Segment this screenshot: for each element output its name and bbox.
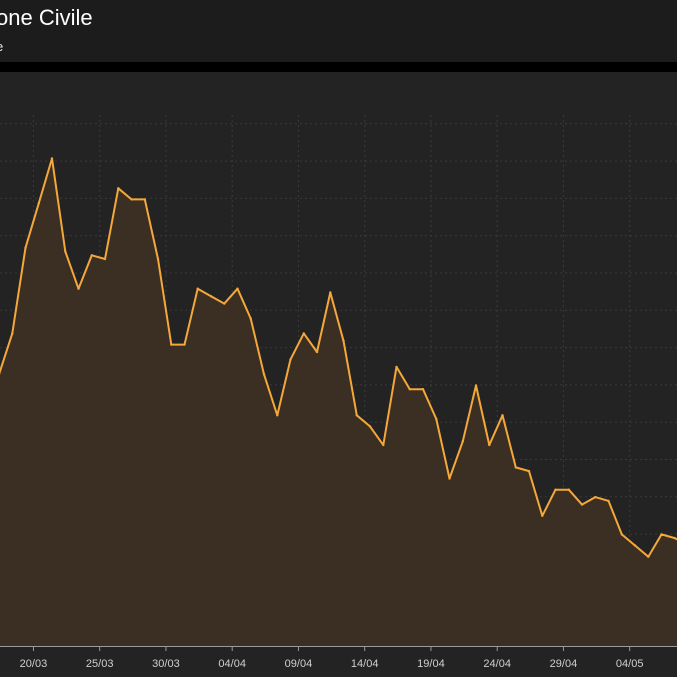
- data-point: [117, 187, 120, 190]
- data-point: [103, 257, 107, 261]
- data-point: [37, 202, 40, 205]
- data-point: [448, 477, 451, 480]
- data-point: [527, 469, 531, 473]
- data-point: [130, 198, 133, 201]
- x-tick-label: 04/04: [218, 658, 246, 670]
- data-point: [514, 466, 517, 469]
- data-point: [488, 443, 491, 447]
- data-point: [50, 157, 54, 160]
- data-point: [554, 488, 557, 491]
- data-point: [24, 246, 27, 249]
- data-point: [435, 417, 438, 421]
- data-point: [223, 302, 226, 305]
- data-point: [342, 339, 345, 342]
- data-point: [594, 495, 597, 499]
- chart-header: one Civile e: [0, 0, 677, 62]
- data-point: [249, 317, 252, 320]
- data-point: [355, 414, 358, 417]
- chart-subtitle: e: [0, 39, 3, 54]
- data-point: [474, 384, 478, 387]
- data-point: [461, 440, 464, 443]
- data-point: [382, 443, 385, 447]
- data-point: [329, 291, 332, 294]
- x-axis: 20/03 25/03 30/03 04/04 09/04 14/04 19/04 24/04…: [0, 646, 677, 670]
- data-point: [408, 388, 411, 391]
- chart-title: one Civile: [0, 5, 93, 30]
- series-group: [0, 157, 677, 646]
- data-point: [302, 332, 305, 335]
- data-point: [170, 343, 173, 346]
- data-point: [567, 488, 570, 491]
- data-point: [156, 257, 160, 261]
- data-point: [421, 388, 425, 391]
- data-point: [395, 365, 398, 369]
- data-point: [315, 350, 319, 354]
- data-point: [673, 536, 676, 540]
- data-point: [607, 499, 610, 503]
- x-tick-label: 04/05: [616, 658, 644, 670]
- data-point: [289, 358, 292, 361]
- data-point: [262, 373, 266, 376]
- x-tick-label: 14/04: [351, 658, 379, 670]
- data-point: [64, 250, 67, 253]
- x-tick-label: 20/03: [20, 658, 48, 670]
- x-tick-label: 19/04: [417, 658, 445, 670]
- data-point: [620, 533, 623, 536]
- x-tick-label: 25/03: [86, 658, 114, 670]
- data-point: [660, 533, 663, 536]
- x-tick-label: 30/03: [152, 658, 180, 670]
- data-point: [368, 425, 372, 428]
- x-tick-label: 24/04: [483, 658, 511, 670]
- data-point: [501, 414, 504, 417]
- data-point: [580, 503, 584, 506]
- data-point: [276, 414, 279, 417]
- data-point: [209, 295, 213, 298]
- data-point: [236, 287, 239, 290]
- data-point: [633, 544, 637, 547]
- x-tick-label: 29/04: [550, 658, 578, 670]
- data-point: [11, 332, 14, 335]
- x-tick-label: 09/04: [285, 658, 313, 670]
- series-area: [0, 158, 677, 646]
- header-divider: [0, 62, 677, 72]
- data-point: [183, 343, 186, 346]
- data-point: [541, 514, 544, 517]
- data-point: [143, 198, 146, 201]
- data-point: [196, 287, 199, 290]
- data-point: [77, 287, 80, 290]
- data-point: [647, 555, 650, 558]
- data-point: [90, 254, 94, 257]
